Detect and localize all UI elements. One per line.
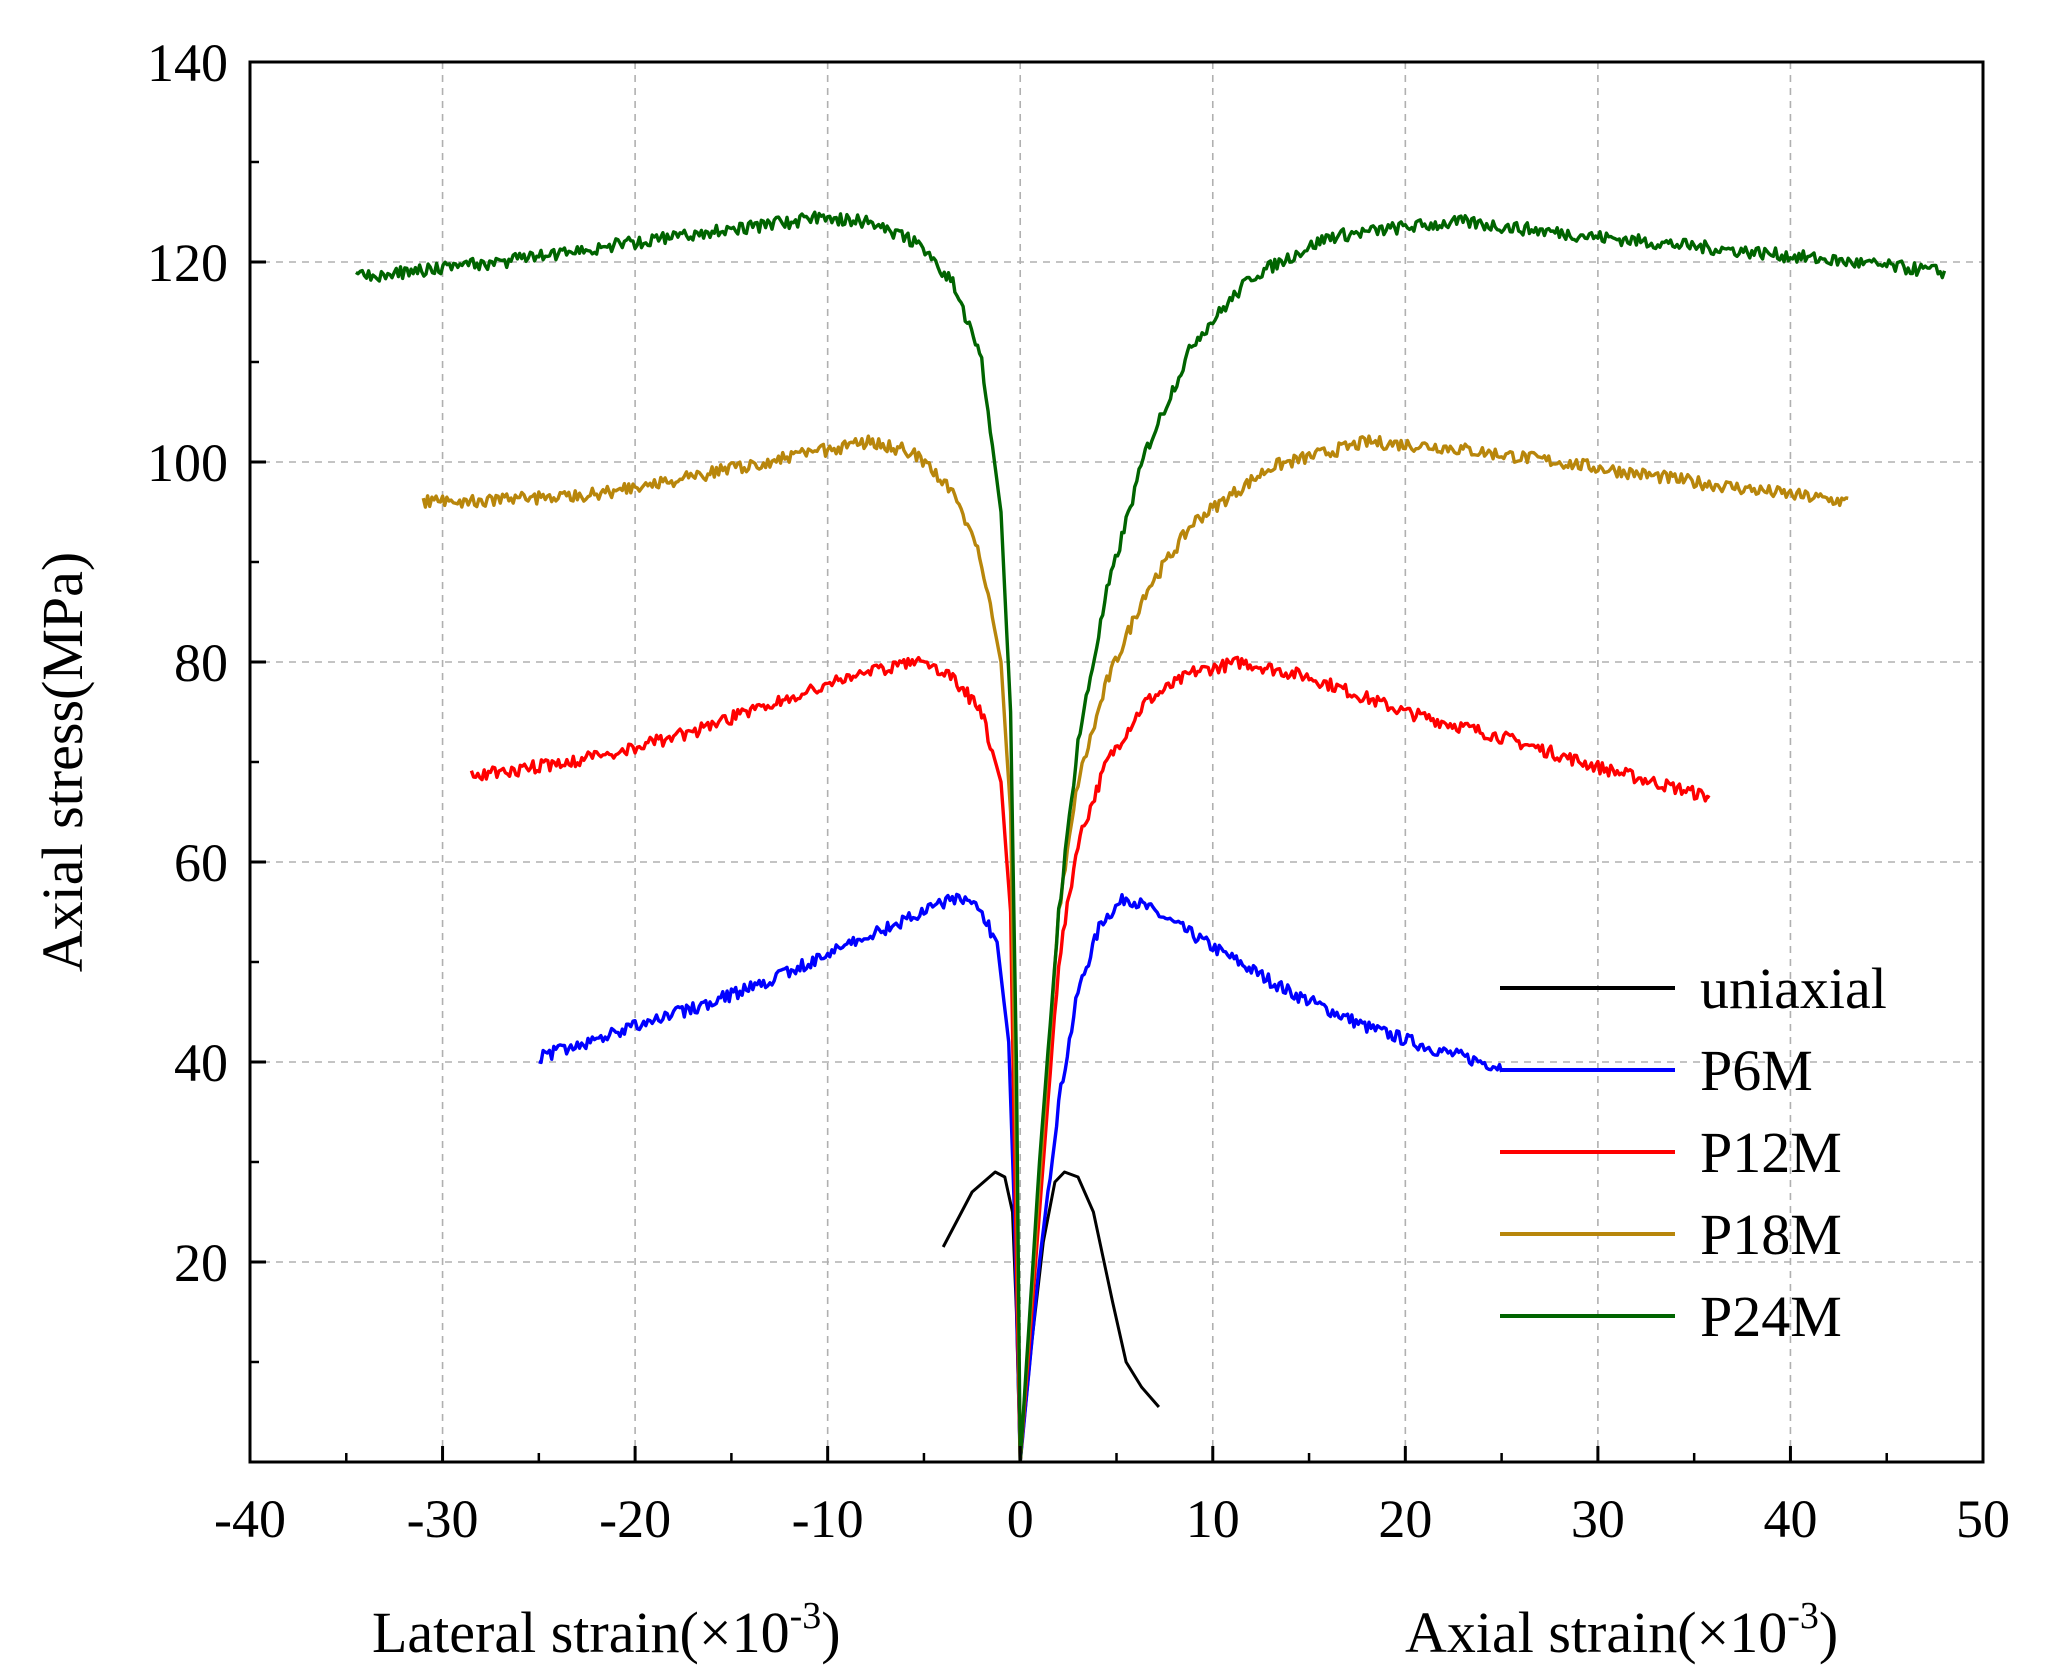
series-line-p12m-axial [1018, 655, 1711, 1463]
legend: uniaxial P6M P12M P18M P24M [1500, 956, 1887, 1349]
x-axis-title-left-exponent: -3 [790, 1595, 822, 1637]
x-axis-title-left-text: Lateral strain(×10 [372, 1600, 790, 1665]
y-tick-label: 100 [147, 433, 228, 493]
legend-label-p24m: P24M [1700, 1284, 1842, 1349]
legend-label-p6m: P6M [1700, 1038, 1813, 1103]
series-line-uniaxial-lateral [941, 1170, 1022, 1463]
x-tick-label: 40 [1763, 1489, 1817, 1549]
x-tick-label: -20 [599, 1489, 671, 1549]
axis-tick-labels: -40 -30 -20 -10 0 10 20 30 40 50 20 40 60 80 100 120 140 [147, 33, 2010, 1549]
x-tick-label: -40 [214, 1489, 286, 1549]
x-axis-title-left-close: ) [821, 1600, 840, 1665]
x-tick-label: -30 [407, 1489, 479, 1549]
series-line-uniaxial-axial [1018, 1170, 1161, 1463]
series-line-p6m-axial [1018, 893, 1504, 1463]
axis-ticks [248, 60, 1985, 1462]
x-tick-label: 50 [1956, 1489, 2010, 1549]
y-tick-label: 140 [147, 33, 228, 93]
x-tick-label: 0 [1007, 1489, 1034, 1549]
series-lines [355, 210, 1947, 1463]
series-line-p24m-lateral [355, 210, 1022, 1463]
x-axis-title-right-exponent: -3 [1787, 1595, 1819, 1637]
series-line-p12m-lateral [469, 655, 1022, 1463]
x-axis-title-left: Lateral strain(×10-3) [372, 1595, 841, 1665]
x-axis-title-right-text: Axial strain(×10 [1405, 1600, 1787, 1665]
y-tick-label: 60 [174, 833, 228, 893]
series-line-p24m-axial [1018, 214, 1947, 1463]
y-tick-label: 40 [174, 1033, 228, 1093]
x-tick-label: -10 [792, 1489, 864, 1549]
x-tick-label: 30 [1571, 1489, 1625, 1549]
legend-label-uniaxial: uniaxial [1700, 956, 1887, 1021]
x-tick-label: 10 [1186, 1489, 1240, 1549]
x-axis-title-right-close: ) [1819, 1600, 1838, 1665]
y-tick-label: 120 [147, 233, 228, 293]
series-line-p6m-lateral [538, 892, 1022, 1463]
legend-label-p12m: P12M [1700, 1120, 1842, 1185]
y-tick-label: 80 [174, 633, 228, 693]
x-tick-label: 20 [1378, 1489, 1432, 1549]
y-axis-title: Axial stress(MPa) [30, 552, 95, 972]
series-line-p18m-axial [1018, 434, 1849, 1463]
x-axis-title-right: Axial strain(×10-3) [1405, 1595, 1838, 1665]
y-tick-label: 20 [174, 1233, 228, 1293]
legend-label-p18m: P18M [1700, 1202, 1842, 1267]
series-line-p18m-lateral [421, 434, 1022, 1463]
